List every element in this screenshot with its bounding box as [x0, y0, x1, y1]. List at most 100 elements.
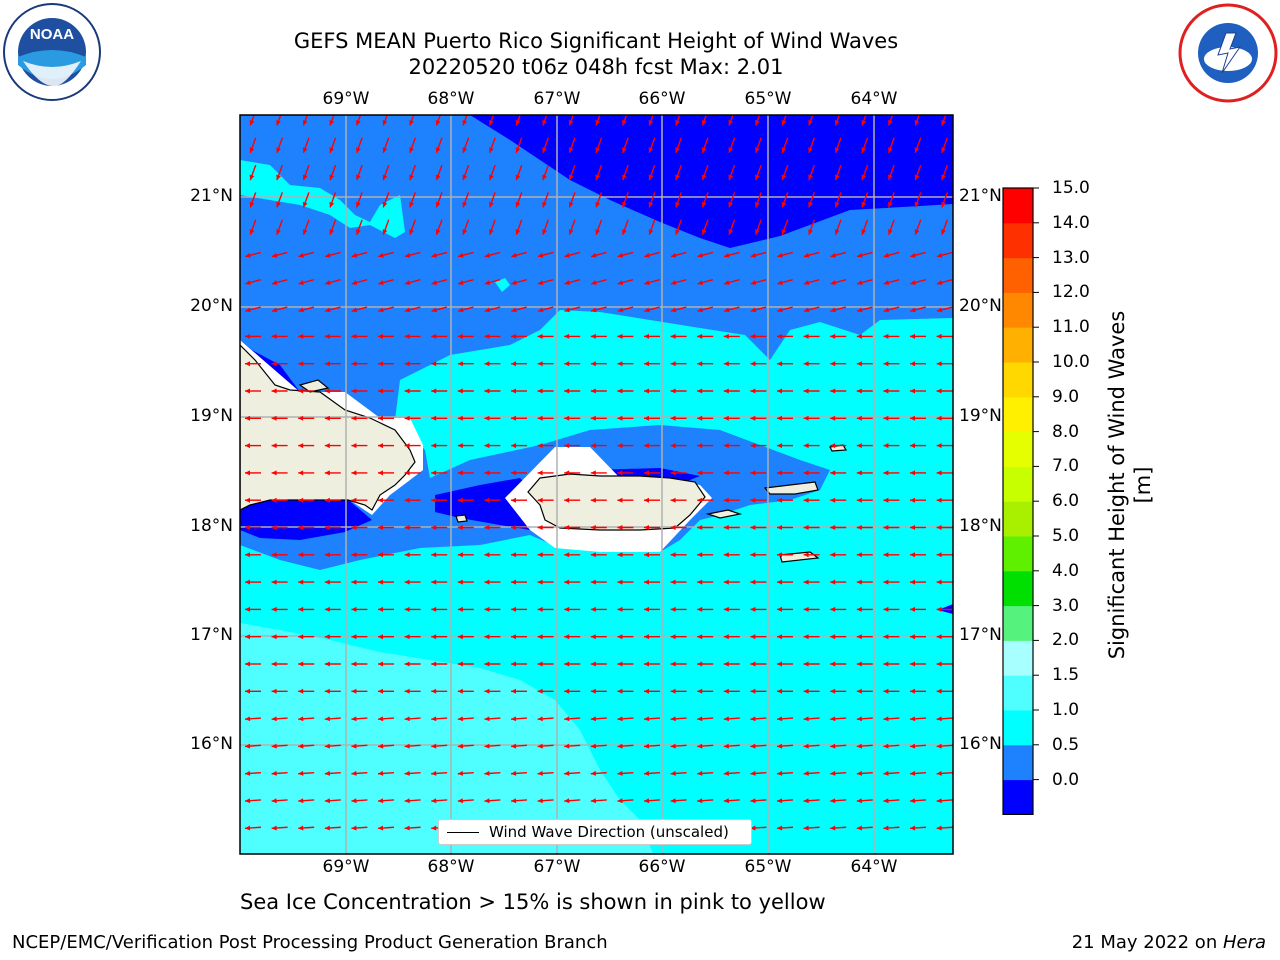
wind-arrow [777, 333, 793, 339]
wind-arrow [537, 552, 554, 558]
wind-arrow [670, 470, 687, 476]
wind-arrow [537, 743, 554, 749]
wind-arrow [803, 415, 820, 421]
wind-arrow [617, 634, 634, 640]
wind-arrow [245, 333, 261, 339]
wind-arrow [484, 415, 501, 421]
wind-arrow [856, 552, 873, 558]
wind-arrow [511, 634, 527, 640]
wind-arrow [511, 415, 527, 421]
colorbar-title: Significant Height of Wind Waves [m] [1105, 310, 1155, 660]
wave-band-0-0.5-north [470, 115, 953, 248]
wind-arrow [511, 497, 527, 503]
wind-arrow [457, 361, 474, 367]
wind-arrow [622, 164, 629, 181]
wind-arrow [431, 497, 448, 503]
wind-arrow [675, 219, 682, 235]
wind-arrow [302, 115, 309, 126]
wind-arrow [595, 137, 603, 154]
wind-arrow [431, 606, 448, 612]
wind-arrow [511, 579, 527, 585]
wind-arrow [564, 388, 581, 394]
wind-arrow [856, 443, 873, 449]
wind-arrow [431, 279, 448, 285]
wind-arrow [750, 497, 767, 503]
wind-arrow [936, 251, 953, 258]
wind-arrow [351, 279, 368, 285]
wind-arrow [302, 219, 310, 235]
wind-arrow [643, 743, 661, 749]
wind-arrow [404, 525, 421, 530]
wind-arrow [484, 552, 501, 558]
wind-arrow [542, 115, 548, 126]
wind-arrow [595, 115, 601, 126]
footer-credit: NCEP/EMC/Verification Post Processing Pr… [12, 932, 608, 953]
wind-arrow [249, 164, 257, 181]
wind-arrow [324, 770, 341, 776]
wind-arrow [883, 770, 900, 776]
wind-arrow [457, 770, 474, 776]
wind-arrow [511, 388, 527, 394]
wind-arrow [750, 251, 767, 258]
wind-arrow [670, 661, 687, 667]
wind-arrow [697, 388, 714, 394]
wind-arrow [271, 470, 288, 476]
wind-arrow [617, 470, 634, 476]
wind-arrow [324, 279, 341, 285]
wind-arrow [351, 415, 368, 421]
wind-arrow [648, 164, 656, 181]
wind-arrow [883, 716, 900, 722]
wind-arrow [883, 251, 900, 258]
wind-arrow [777, 279, 793, 285]
wind-arrow [564, 661, 581, 667]
wind-arrow [830, 825, 847, 831]
wind-arrow [622, 137, 629, 154]
wind-arrow [910, 306, 926, 313]
wind-arrow [382, 219, 390, 235]
colorbar-segment [1003, 222, 1033, 259]
wind-arrow [914, 164, 922, 181]
wind-arrow [914, 192, 922, 208]
wind-arrow [697, 279, 714, 285]
wind-arrow [329, 219, 337, 235]
wind-arrow [803, 333, 820, 339]
wind-arrow [808, 137, 815, 154]
wind-arrow [537, 497, 554, 503]
wind-arrow [910, 415, 926, 421]
wind-arrow [697, 552, 714, 558]
wind-arrow [803, 743, 820, 749]
wind-arrow [856, 525, 873, 530]
wind-arrow [515, 219, 523, 235]
wind-arrow [861, 219, 869, 235]
lat-tick-left: 19°N [190, 406, 233, 426]
wind-arrow [750, 443, 767, 449]
lat-tick-left: 20°N [190, 296, 233, 316]
wind-arrow [755, 219, 762, 235]
lon-tick-bottom: 65°W [744, 857, 792, 877]
wind-arrow [590, 770, 607, 776]
wind-arrow [697, 361, 714, 367]
wind-arrow [723, 388, 740, 394]
wind-arrow [245, 525, 261, 530]
wind-arrow [936, 497, 953, 503]
wind-arrow [542, 137, 549, 154]
wind-arrow [777, 361, 793, 367]
lon-tick-top: 68°W [427, 89, 475, 109]
wind-arrow [723, 606, 740, 612]
wind-arrow [909, 770, 927, 776]
wind-arrow [404, 770, 421, 776]
wind-arrow [457, 606, 474, 612]
wind-arrow [404, 798, 421, 804]
wind-arrow [697, 716, 714, 722]
colorbar-segment [1003, 466, 1033, 502]
wind-arrow [378, 634, 394, 640]
wind-arrow [648, 115, 654, 126]
wind-arrow [941, 192, 948, 208]
wind-arrow [431, 661, 448, 667]
wind-arrow [457, 415, 474, 421]
wind-arrow [271, 798, 288, 804]
wind-arrow [856, 661, 873, 667]
wind-arrow [484, 306, 501, 313]
wind-arrow [435, 164, 443, 181]
